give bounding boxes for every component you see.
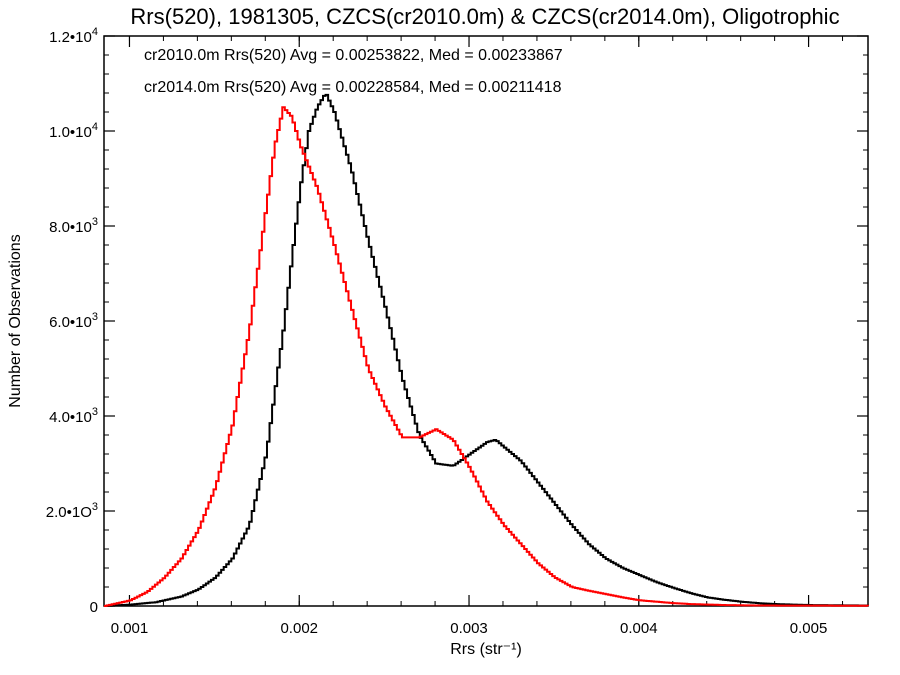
x-axis-label: Rrs (str⁻¹) bbox=[450, 641, 522, 658]
legend-entry-1: cr2014.0m Rrs(520) Avg = 0.00228584, Med… bbox=[144, 79, 562, 96]
y-tick-label: 4.0•103 bbox=[49, 406, 98, 426]
y-tick-label: 8.0•103 bbox=[49, 216, 98, 236]
chart-title: Rrs(520), 1981305, CZCS(cr2010.0m) & CZC… bbox=[130, 4, 839, 29]
x-tick-label: 0.002 bbox=[280, 620, 318, 637]
series-line-0 bbox=[104, 93, 869, 607]
x-tick-label: 0.003 bbox=[450, 620, 488, 637]
y-tick-label: 0 bbox=[90, 599, 98, 616]
x-tick-label: 0.001 bbox=[111, 620, 149, 637]
y-tick-label: 1.2•104 bbox=[49, 26, 98, 46]
y-tick-label: 2.0•1O3 bbox=[46, 501, 98, 521]
y-tick-label: 6.0•103 bbox=[49, 311, 98, 331]
plot-frame bbox=[103, 35, 869, 607]
y-tick-label: 1.0•104 bbox=[49, 121, 98, 141]
y-axis-ticks: 0 2.0•1O3 4.0•103 6.0•103 8.0•103 1.0•104 1.2•… bbox=[46, 26, 868, 616]
y-axis-label: Number of Observations bbox=[7, 234, 24, 407]
legend-entry-0: cr2010.0m Rrs(520) Avg = 0.00253822, Med… bbox=[144, 47, 563, 64]
x-axis-ticks: 0.001 0.002 0.003 0.004 0.005 bbox=[111, 36, 844, 637]
x-tick-label: 0.005 bbox=[790, 620, 828, 637]
series-line-1 bbox=[104, 106, 869, 607]
x-tick-label: 0.004 bbox=[620, 620, 658, 637]
series-layer bbox=[104, 93, 869, 607]
